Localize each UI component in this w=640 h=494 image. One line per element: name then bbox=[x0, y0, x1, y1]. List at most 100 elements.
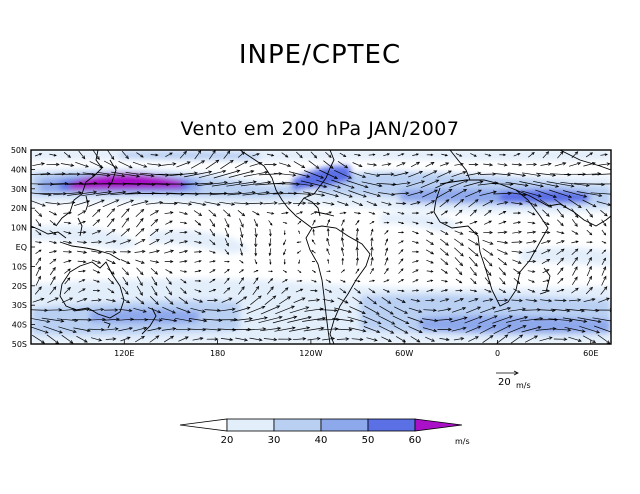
wind-vector bbox=[147, 163, 162, 166]
wind-vector-head bbox=[385, 267, 389, 271]
wind-vector-head bbox=[458, 271, 463, 276]
wind-vector bbox=[492, 315, 513, 324]
wind-vector bbox=[35, 249, 42, 254]
wind-vector-head bbox=[477, 171, 482, 176]
wind-vector-head bbox=[568, 318, 573, 323]
wind-vector-head bbox=[473, 209, 477, 214]
wind-vector-head bbox=[400, 268, 404, 272]
wind-vector bbox=[208, 209, 217, 217]
colorbar-segment-40-50 bbox=[320, 418, 369, 432]
wind-vector bbox=[556, 208, 564, 218]
wind-vector-head bbox=[255, 223, 258, 228]
mediterranean bbox=[439, 179, 517, 191]
colorbar-segment-50-60 bbox=[367, 418, 416, 432]
wind-vector bbox=[194, 150, 202, 160]
wind-vector bbox=[454, 247, 464, 257]
wind-vector bbox=[526, 163, 537, 166]
wind-vector-head bbox=[335, 194, 339, 198]
wind-vector bbox=[82, 172, 110, 176]
wind-vector-head bbox=[406, 181, 411, 185]
wind-vector bbox=[91, 299, 102, 302]
wind-vector-head bbox=[418, 309, 423, 313]
wind-vector-head bbox=[273, 162, 278, 167]
wind-vector-head bbox=[194, 171, 199, 175]
wind-vector bbox=[498, 267, 506, 276]
wind-vector-head bbox=[299, 288, 304, 292]
wind-vector-head bbox=[401, 299, 406, 303]
wind-vector bbox=[337, 201, 349, 206]
wind-vector-head bbox=[226, 287, 231, 291]
wind-vector bbox=[526, 260, 536, 263]
wind-vector-head bbox=[563, 204, 567, 209]
wind-vector-head bbox=[597, 319, 602, 324]
wind-vector bbox=[454, 230, 463, 235]
wind-vector bbox=[226, 181, 257, 187]
wind-vector-head bbox=[226, 223, 230, 228]
wind-vector bbox=[134, 239, 145, 246]
wind-vector-head bbox=[459, 162, 464, 166]
wind-vector bbox=[437, 170, 452, 178]
wind-vector-head bbox=[183, 150, 187, 155]
wind-vector bbox=[35, 241, 42, 243]
wind-vector-head bbox=[214, 337, 219, 341]
wind-vector bbox=[49, 220, 56, 226]
wind-vector bbox=[304, 308, 324, 312]
wind-vector-head bbox=[46, 319, 51, 324]
wind-vector-head bbox=[430, 232, 434, 235]
wind-vector bbox=[92, 150, 100, 160]
wind-vector-head bbox=[328, 270, 331, 273]
wind-vector bbox=[394, 306, 408, 314]
wind-vector-head bbox=[430, 221, 434, 225]
wind-vector bbox=[150, 219, 158, 227]
wind-vector bbox=[367, 163, 377, 166]
wind-vector-head bbox=[415, 279, 419, 282]
wind-vector bbox=[453, 337, 464, 341]
wind-vector-head bbox=[548, 299, 553, 303]
wind-vector bbox=[296, 151, 303, 158]
wind-vector bbox=[88, 199, 105, 207]
wind-vector-head bbox=[502, 271, 507, 276]
wind-vector-head bbox=[184, 240, 189, 244]
wind-vector-head bbox=[404, 310, 409, 314]
wind-vector-head bbox=[99, 164, 104, 169]
wind-vector bbox=[322, 298, 334, 302]
wind-vector bbox=[285, 181, 314, 187]
wind-vector-head bbox=[503, 163, 508, 167]
wind-vector bbox=[354, 153, 361, 156]
wind-vector bbox=[136, 276, 143, 286]
wind-vector-head bbox=[546, 289, 551, 293]
wind-vector-head bbox=[488, 220, 493, 224]
wind-vector-head bbox=[53, 222, 57, 226]
wind-vector-head bbox=[370, 256, 374, 261]
wind-vector bbox=[369, 268, 374, 275]
wind-vector bbox=[586, 229, 592, 236]
wind-vector-head bbox=[518, 240, 523, 244]
wind-vector bbox=[491, 183, 513, 185]
wind-vector-head bbox=[68, 250, 73, 254]
wind-vector bbox=[597, 163, 610, 166]
wind-vector-head bbox=[343, 211, 347, 215]
wind-vector-head bbox=[489, 252, 494, 256]
wind-vector-head bbox=[241, 286, 245, 290]
wind-vector-head bbox=[37, 275, 41, 280]
wind-vector bbox=[312, 220, 316, 226]
wind-vector-head bbox=[290, 305, 295, 309]
wind-vector-head bbox=[373, 163, 378, 167]
wind-vector bbox=[511, 163, 522, 166]
wind-vector-head bbox=[306, 174, 311, 178]
wind-vector bbox=[308, 160, 320, 169]
wind-vector-head bbox=[212, 278, 216, 282]
wind-vector bbox=[507, 191, 527, 196]
wind-vector-head bbox=[170, 335, 175, 340]
wind-vector bbox=[425, 162, 435, 168]
wind-vector bbox=[381, 201, 392, 206]
wind-vector bbox=[556, 248, 565, 255]
wind-vector bbox=[406, 180, 425, 188]
wind-vector bbox=[341, 247, 344, 257]
wind-vector bbox=[465, 172, 481, 176]
wind-vector bbox=[396, 162, 406, 167]
wind-vector-head bbox=[214, 298, 219, 302]
wind-vector bbox=[356, 237, 358, 247]
wind-vector-head bbox=[596, 330, 600, 334]
